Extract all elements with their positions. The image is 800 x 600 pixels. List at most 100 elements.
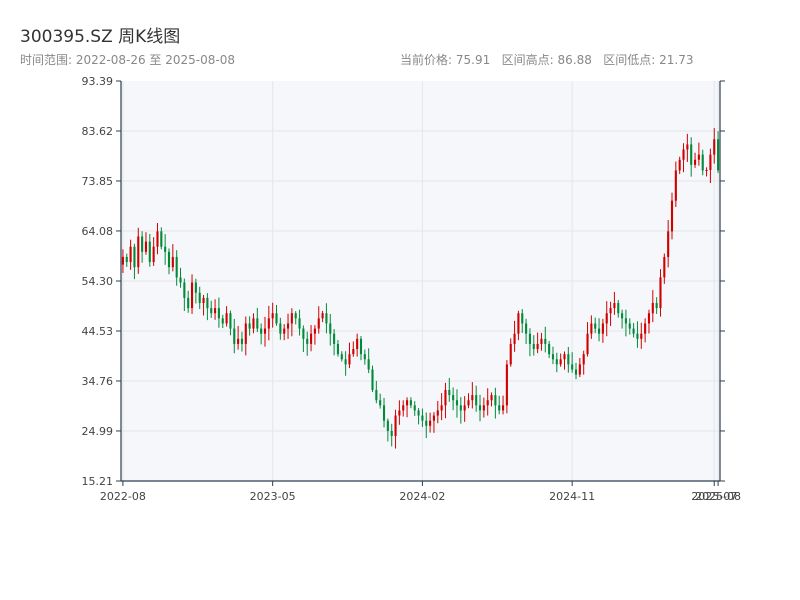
candle-body — [175, 256, 178, 278]
candle-body — [459, 405, 462, 411]
candle-body — [501, 405, 505, 411]
candle-body — [229, 313, 232, 329]
candle-body — [647, 313, 651, 324]
candle-body — [164, 246, 167, 252]
candle-body — [475, 395, 478, 406]
candle-body — [690, 144, 693, 165]
candle-body — [574, 369, 578, 375]
price-stats-label: 当前价格: 75.91 区间高点: 86.88 区间低点: 21.73 — [400, 53, 694, 67]
candle-body — [187, 297, 190, 309]
candle-body — [306, 338, 309, 344]
candle-body — [340, 354, 343, 360]
candle-body — [632, 328, 635, 334]
candle-body — [482, 405, 485, 411]
candle-body — [194, 282, 197, 293]
candle-body — [379, 400, 382, 406]
candle-body — [432, 415, 435, 421]
candle-body — [390, 430, 393, 437]
candle-body — [551, 354, 555, 360]
candle-body — [701, 154, 704, 171]
candle-body — [325, 313, 328, 324]
candle-body — [436, 410, 439, 416]
candle-body — [486, 400, 489, 406]
candle-body — [555, 359, 558, 365]
candle-body — [237, 338, 240, 344]
y-tick-label: 44.53 — [82, 325, 114, 338]
candle-body — [183, 282, 186, 298]
candle-body — [636, 333, 639, 339]
candle-body — [567, 354, 570, 365]
x-tick-label: 2025-07 — [691, 490, 737, 503]
candles — [121, 128, 720, 449]
candle-body — [329, 323, 332, 334]
x-tick-label: 2024-11 — [549, 490, 595, 503]
candle-body — [417, 410, 420, 416]
candle-body — [202, 297, 205, 304]
x-axis-ticks: 2022-08 2023-05 2024-02 2024-11 2025-072025-… — [100, 481, 741, 503]
candle-body — [244, 323, 247, 344]
candle-body — [651, 303, 654, 314]
candle-body — [640, 333, 643, 339]
candle-body — [217, 308, 220, 319]
candle-body — [594, 323, 597, 329]
candle-body — [597, 328, 601, 334]
y-tick-label: 34.76 — [82, 375, 114, 388]
candle-body — [352, 349, 355, 355]
candle-body — [344, 359, 347, 365]
candle-body — [425, 420, 428, 426]
candle-body — [413, 405, 416, 411]
candle-body — [440, 405, 443, 411]
candle-body — [478, 405, 482, 411]
candle-body — [544, 338, 547, 344]
candle-body — [525, 323, 528, 334]
candle-body — [505, 364, 508, 406]
candle-body — [617, 303, 620, 314]
candle-body — [490, 395, 493, 401]
candle-body — [221, 318, 224, 324]
candle-body — [559, 359, 562, 365]
y-tick-label: 83.62 — [82, 125, 114, 138]
candle-body — [517, 313, 520, 334]
candle-body — [678, 159, 681, 171]
candle-body — [375, 389, 378, 401]
candle-body — [697, 154, 700, 160]
candle-body — [590, 323, 593, 334]
candle-body — [125, 256, 128, 263]
candle-body — [409, 400, 412, 406]
candle-body — [628, 323, 631, 329]
candle-body — [398, 410, 401, 416]
candle-body — [521, 313, 524, 324]
candle-body — [133, 246, 136, 268]
candle-body — [359, 338, 363, 355]
candle-body — [382, 405, 386, 421]
candle-body — [705, 169, 708, 171]
candle-body — [313, 328, 316, 334]
candle-body — [137, 236, 140, 268]
candle-body — [455, 400, 459, 406]
candle-body — [310, 333, 313, 344]
candle-body — [256, 318, 259, 329]
y-tick-label: 15.21 — [82, 475, 114, 488]
candle-body — [601, 323, 604, 334]
candle-body — [210, 308, 213, 314]
x-tick-label: 2023-05 — [250, 490, 296, 503]
candle-body — [571, 364, 574, 370]
x-tick-label: 2022-08 — [100, 490, 146, 503]
candle-body — [290, 313, 293, 324]
candle-body — [406, 400, 409, 406]
candle-body — [214, 308, 217, 314]
candle-body — [333, 333, 336, 344]
candle-body — [586, 333, 589, 355]
candle-body — [463, 405, 466, 411]
candle-body — [233, 328, 236, 344]
candle-body — [263, 328, 267, 334]
candle-body — [713, 139, 716, 155]
candle-body — [528, 333, 531, 344]
candle-body — [444, 389, 447, 406]
candle-body — [402, 405, 405, 411]
candle-body — [206, 297, 209, 309]
candle-body — [582, 354, 585, 365]
candle-body — [286, 323, 290, 329]
candle-body — [160, 231, 163, 247]
